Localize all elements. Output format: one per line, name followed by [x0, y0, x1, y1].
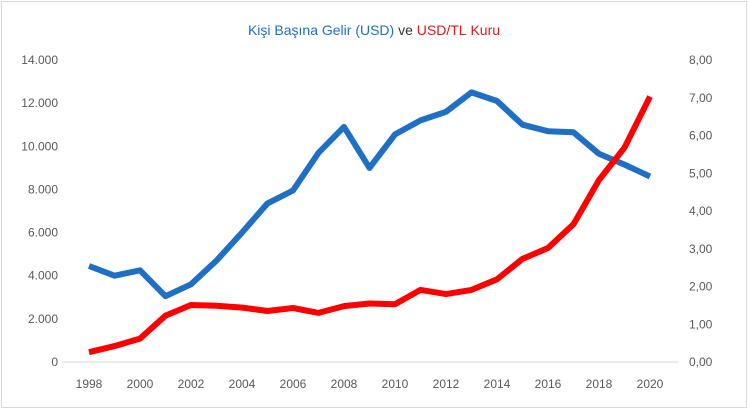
left-tick-label: 8.000: [28, 182, 58, 196]
x-tick-label: 2006: [280, 377, 307, 391]
x-tick-label: 2000: [127, 377, 154, 391]
x-tick-label: 2016: [535, 377, 562, 391]
series-line-usd-tl: [88, 95, 653, 356]
right-tick-label: 4,00: [689, 204, 713, 218]
right-tick-label: 2,00: [689, 280, 713, 294]
x-tick-label: 2020: [637, 377, 664, 391]
right-tick-label: 6,00: [689, 129, 713, 143]
left-tick-label: 0: [51, 355, 58, 369]
left-tick-label: 12.000: [21, 96, 58, 110]
chart-title: Kişi Başına Gelir (USD) ve USD/TL Kuru: [248, 22, 500, 38]
series-line-income: [87, 89, 652, 300]
left-tick-label: 14.000: [21, 53, 58, 67]
x-tick-label: 2008: [331, 377, 358, 391]
x-tick-label: 2002: [178, 377, 205, 391]
left-tick-label: 4.000: [28, 269, 58, 283]
left-axis-ticks: 0 2.000 4.000 6.000 8.000 10.000 12.000 14.000: [21, 53, 58, 369]
right-axis-ticks: 0,00 1,00 2,00 3,00 4,00 5,00 6,00 7,00 8,00: [689, 53, 713, 369]
series-layer: [87, 89, 653, 356]
right-tick-label: 1,00: [689, 317, 713, 331]
chart-title-part-2: USD/TL Kuru: [417, 22, 500, 38]
right-tick-label: 3,00: [689, 242, 713, 256]
left-tick-label: 2.000: [28, 312, 58, 326]
x-tick-label: 2012: [433, 377, 460, 391]
line-chart: Kişi Başına Gelir (USD) ve USD/TL Kuru 0…: [21, 22, 713, 391]
right-tick-label: 8,00: [689, 53, 713, 67]
right-tick-label: 7,00: [689, 91, 713, 105]
x-axis: 1998 2000 2002 2004 2006 2008 2010 2012 2014 2016…: [62, 361, 678, 391]
x-tick-label: 2014: [484, 377, 511, 391]
x-tick-label: 2004: [229, 377, 256, 391]
x-tick-label: 2010: [382, 377, 409, 391]
left-tick-label: 10.000: [21, 139, 58, 153]
right-tick-label: 0,00: [689, 355, 713, 369]
left-tick-label: 6.000: [28, 226, 58, 240]
chart-title-part-1: ve: [394, 22, 417, 38]
chart-title-part-0: Kişi Başına Gelir (USD): [248, 22, 394, 38]
right-tick-label: 5,00: [689, 166, 713, 180]
x-tick-label: 2018: [586, 377, 613, 391]
x-tick-label: 1998: [76, 377, 103, 391]
